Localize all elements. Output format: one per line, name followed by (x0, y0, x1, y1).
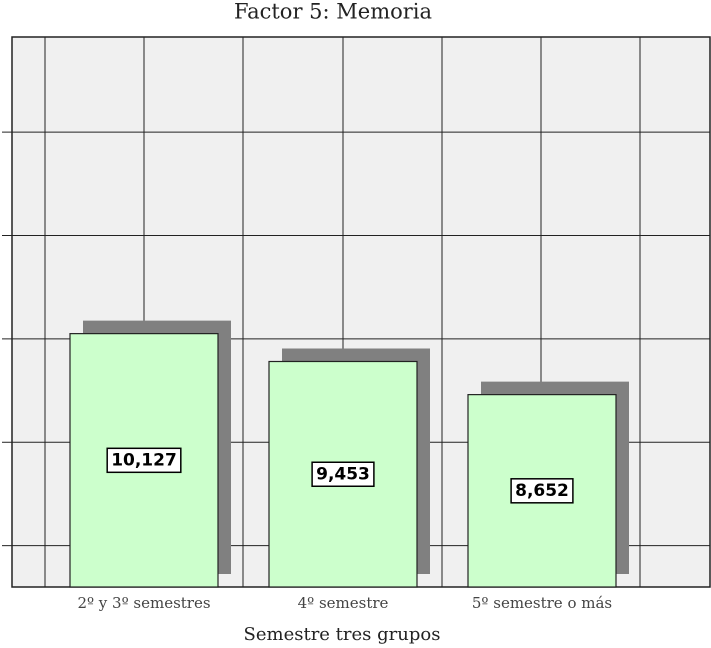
value-label-box (311, 461, 375, 487)
x-axis-label: Semestre tres grupos (244, 624, 441, 645)
value-label: 9,453 (316, 464, 370, 484)
x-tick-label: 5º semestre o más (472, 594, 612, 612)
x-tick-label: 4º semestre (298, 594, 389, 612)
value-label-box (106, 447, 182, 474)
value-label: 8,652 (515, 481, 569, 501)
value-label: 10,127 (111, 450, 177, 470)
x-tick-label: 2º y 3º semestres (77, 594, 210, 612)
chart-title: Factor 5: Memoria (234, 0, 432, 24)
value-label-box (510, 478, 574, 504)
